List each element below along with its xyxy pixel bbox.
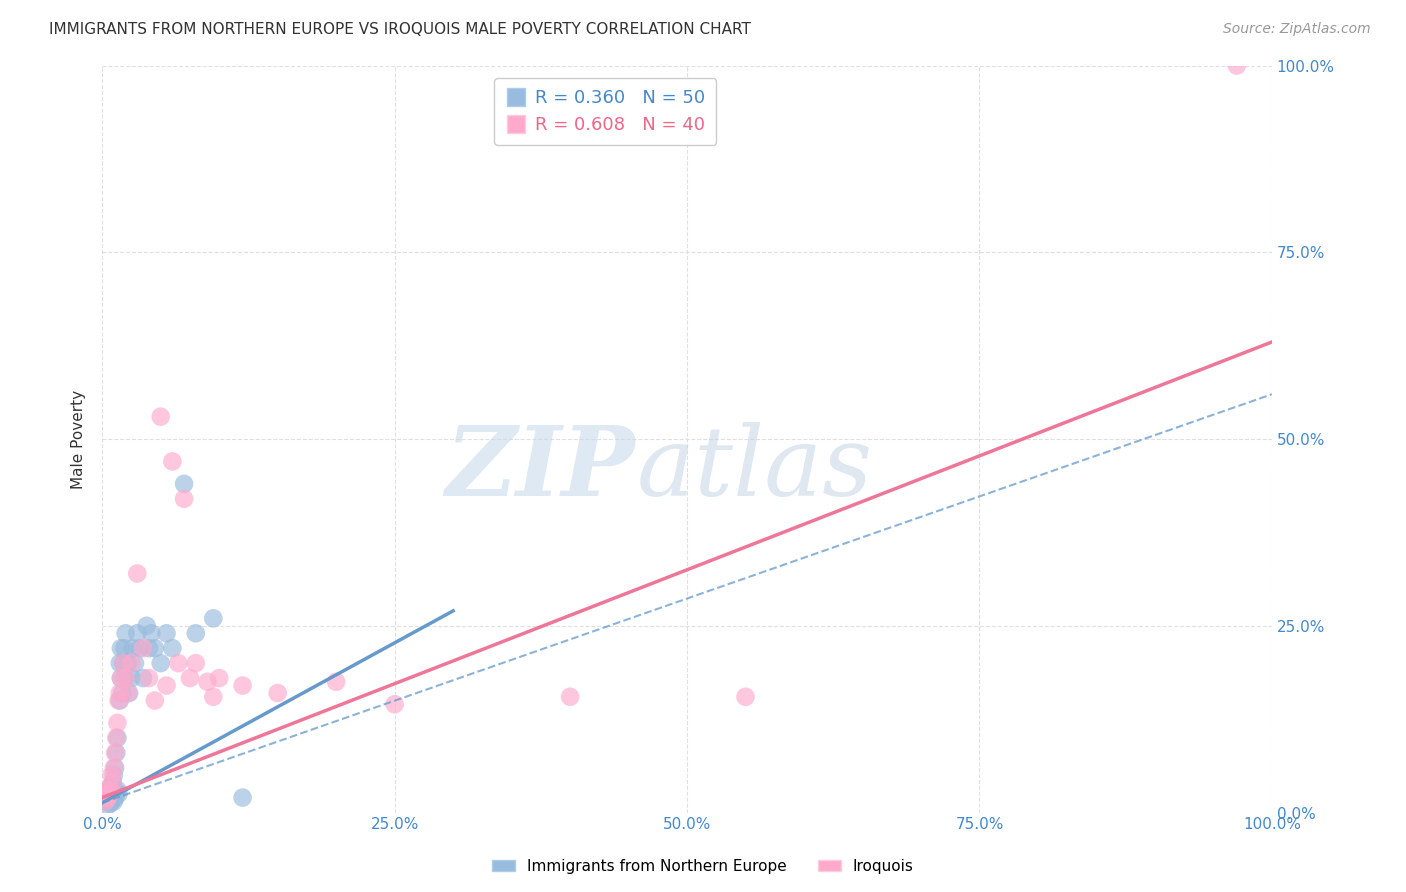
Point [325, 674, 347, 689]
Point [112, 656, 135, 670]
Point [118, 686, 141, 700]
Point [105, 731, 128, 745]
Point [132, 671, 155, 685]
Point [104, 790, 127, 805]
Point [108, 686, 131, 700]
Point [173, 476, 195, 491]
Legend: Immigrants from Northern Europe, Iroquois: Immigrants from Northern Europe, Iroquoi… [486, 853, 920, 880]
Point [108, 656, 131, 670]
Point [94, 790, 117, 805]
Point [127, 566, 149, 581]
Point [734, 690, 756, 704]
Point [101, 790, 124, 805]
Point [155, 679, 177, 693]
Point [105, 746, 128, 760]
Y-axis label: Male Poverty: Male Poverty [72, 390, 86, 489]
Point [97, 787, 120, 801]
Text: Source: ZipAtlas.com: Source: ZipAtlas.com [1223, 22, 1371, 37]
Point [101, 775, 124, 789]
Point [167, 656, 190, 670]
Point [100, 783, 122, 797]
Point [114, 671, 136, 685]
Point [96, 794, 118, 808]
Point [184, 656, 207, 670]
Legend: R = 0.360   N = 50, R = 0.608   N = 40: R = 0.360 N = 50, R = 0.608 N = 40 [494, 78, 717, 145]
Point [114, 626, 136, 640]
Point [112, 656, 135, 670]
Point [128, 641, 150, 656]
Point [100, 780, 122, 794]
Point [384, 697, 406, 711]
Point [149, 409, 172, 424]
Point [184, 626, 207, 640]
Point [108, 693, 131, 707]
Point [121, 641, 143, 656]
Point [558, 690, 581, 704]
Point [173, 491, 195, 506]
Point [117, 686, 139, 700]
Point [107, 783, 129, 797]
Point [179, 671, 201, 685]
Point [98, 787, 121, 801]
Point [100, 768, 122, 782]
Point [103, 794, 125, 808]
Point [138, 641, 160, 656]
Point [97, 798, 120, 813]
Text: ZIP: ZIP [444, 422, 634, 516]
Point [110, 671, 132, 685]
Point [104, 746, 127, 760]
Point [107, 715, 129, 730]
Point [202, 690, 225, 704]
Point [162, 641, 184, 656]
Point [110, 641, 132, 656]
Point [124, 656, 146, 670]
Text: atlas: atlas [637, 422, 873, 516]
Point [98, 792, 121, 806]
Point [101, 775, 124, 789]
Point [100, 794, 122, 808]
Point [100, 789, 122, 803]
Point [266, 686, 288, 700]
Point [155, 626, 177, 640]
Point [232, 679, 254, 693]
Point [162, 454, 184, 468]
Point [127, 626, 149, 640]
Point [103, 761, 125, 775]
Point [120, 671, 142, 685]
Point [103, 768, 125, 782]
Point [107, 731, 129, 745]
Point [143, 693, 166, 707]
Point [132, 641, 155, 656]
Text: IMMIGRANTS FROM NORTHERN EUROPE VS IROQUOIS MALE POVERTY CORRELATION CHART: IMMIGRANTS FROM NORTHERN EUROPE VS IROQU… [49, 22, 751, 37]
Point [141, 626, 163, 640]
Point [93, 790, 115, 805]
Point [114, 671, 136, 685]
Point [138, 671, 160, 685]
Point [110, 671, 132, 685]
Point [117, 656, 139, 670]
Point [232, 790, 254, 805]
Point [208, 671, 231, 685]
Point [135, 619, 157, 633]
Point [107, 693, 129, 707]
Point [1226, 59, 1249, 73]
Point [97, 790, 120, 805]
Point [202, 611, 225, 625]
Point [98, 783, 121, 797]
Point [100, 797, 122, 811]
Point [94, 794, 117, 808]
Point [105, 787, 128, 801]
Point [96, 783, 118, 797]
Point [120, 656, 142, 670]
Point [103, 787, 125, 801]
Point [149, 656, 172, 670]
Point [197, 674, 219, 689]
Point [104, 761, 127, 775]
Point [111, 686, 134, 700]
Point [107, 787, 129, 801]
Point [114, 641, 136, 656]
Point [143, 641, 166, 656]
